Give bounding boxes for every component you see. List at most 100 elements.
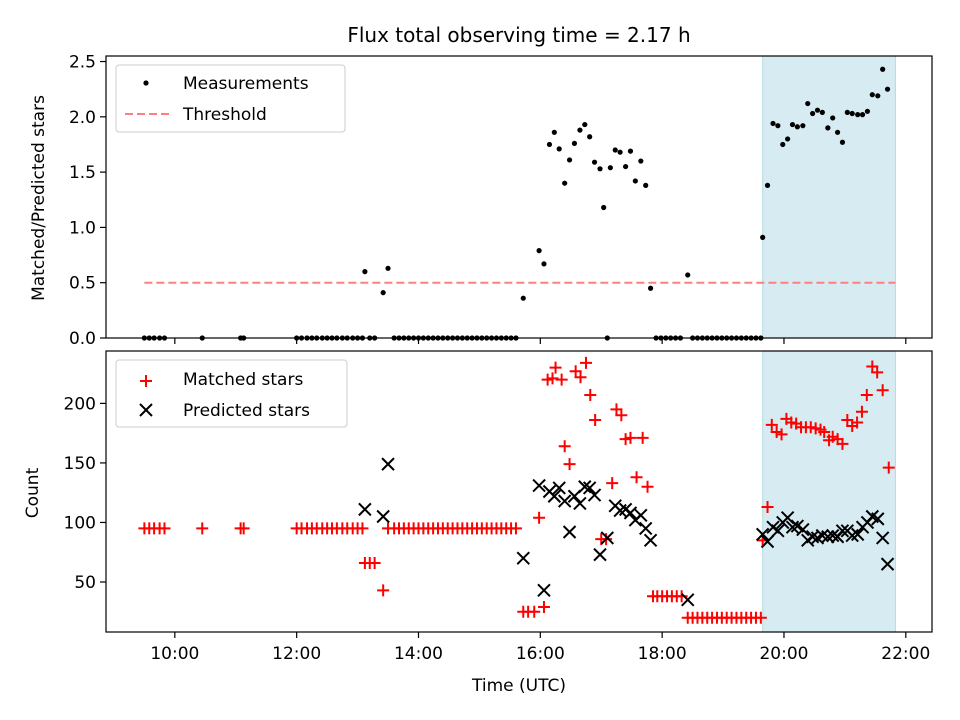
top-shaded-region: [762, 55, 896, 339]
measurement-point: [760, 234, 766, 240]
bottom-y-axis-ticks: 50 100 150 200: [64, 394, 106, 593]
measurement-point: [685, 272, 691, 278]
x-axis-label: Time (UTC): [471, 676, 566, 696]
matched-stars-point: [196, 522, 209, 535]
measurement-point: [643, 182, 649, 188]
legend-predicted-marker: [139, 403, 153, 417]
matched-stars-point: [546, 372, 559, 385]
measurement-point: [617, 149, 623, 155]
legend-predicted-label: Predicted stars: [183, 401, 310, 421]
measurement-point: [849, 110, 855, 117]
predicted-stars-point: [573, 496, 587, 511]
predicted-stars-point: [821, 530, 835, 544]
matched-stars-point: [580, 356, 593, 369]
predicted-stars-point: [638, 521, 653, 536]
measurement-point: [875, 93, 881, 99]
y-tick-label: 1.5: [69, 163, 96, 183]
predicted-stars-point: [582, 481, 597, 495]
measurement-point: [770, 120, 776, 127]
legend-threshold-label: Threshold: [182, 105, 267, 125]
matched-stars-point: [851, 416, 864, 429]
measurement-point: [385, 265, 391, 271]
predicted-stars-point: [562, 525, 577, 539]
matched-stars-point: [624, 431, 637, 444]
legend-matched-marker: [140, 375, 152, 387]
matched-stars-point: [558, 440, 571, 453]
matched-stars-point: [574, 371, 587, 384]
chart-title: Flux total observing time = 2.17 h: [347, 23, 690, 47]
y-tick-label: 2.0: [69, 108, 96, 128]
y-tick-label: 50: [74, 573, 96, 593]
predicted-stars-point: [547, 489, 562, 503]
predicted-stars-point: [593, 547, 607, 562]
legend-measurements-label: Measurements: [183, 74, 309, 94]
measurement-point: [855, 112, 861, 118]
measurement-point: [556, 146, 562, 152]
measurement-point: [839, 139, 846, 145]
y-tick-label: 0.5: [69, 274, 96, 294]
predicted-stars-point: [875, 531, 890, 545]
x-tick-label: 22:00: [881, 644, 930, 664]
predicted-stars-point: [850, 527, 865, 542]
top-axes-frame: [105, 55, 933, 339]
predicted-stars-point: [755, 527, 770, 542]
matched-stars-point: [860, 389, 873, 402]
matched-stars-point: [882, 461, 895, 474]
matched-stars-point: [555, 373, 568, 386]
measurement-point: [607, 165, 613, 171]
top-legend-box: [115, 64, 346, 133]
measurement-point: [825, 125, 831, 131]
matched-stars-point: [589, 414, 602, 427]
measurement-point: [632, 178, 638, 184]
measurement-point: [785, 136, 791, 142]
top-panel: 0.0 0.5 1.0 1.5 2.0 2.5 Matched/Predicted sta…: [29, 53, 933, 349]
predicted-stars-point: [381, 457, 395, 471]
predicted-stars-point: [760, 534, 775, 549]
measurement-point: [562, 180, 568, 186]
x-tick-label: 16:00: [516, 644, 565, 664]
measurement-point: [647, 285, 654, 291]
measurement-point: [789, 121, 796, 128]
predicted-stars-point: [600, 531, 615, 545]
x-tick-label: 14:00: [394, 644, 443, 664]
measurement-point: [577, 127, 583, 133]
x-tick-label: 12:00: [272, 644, 321, 664]
predicted-stars-point: [771, 524, 785, 538]
predicted-stars-point: [826, 528, 840, 543]
measurement-point: [541, 261, 547, 267]
measurement-point: [775, 123, 781, 129]
measurement-point: [859, 112, 866, 118]
measurement-point: [601, 204, 607, 211]
predicted-stars-point: [537, 583, 551, 598]
predicted-stars-point: [785, 520, 800, 534]
measurement-point: [591, 159, 598, 165]
measurement-point: [869, 92, 875, 98]
matched-stars-point: [754, 611, 767, 624]
measurement-point: [884, 86, 891, 92]
matched-stars-point: [377, 584, 390, 597]
matched-stars-point: [537, 600, 550, 613]
matched-stars-point: [237, 522, 250, 535]
bottom-legend: Matched stars Predicted stars: [115, 359, 348, 428]
matched-stars-point: [871, 366, 884, 379]
top-y-axis-ticks: 0.0 0.5 1.0 1.5 2.0 2.5: [69, 53, 106, 349]
matched-stars-point: [356, 522, 369, 535]
predicted-stars-point: [516, 551, 530, 565]
bottom-panel: 50 100 150 200 10:00 12:00 14:00 16:00 18:00 20:…: [23, 350, 933, 696]
legend-matched-label: Matched stars: [183, 370, 303, 390]
predicted-stars-point: [552, 481, 566, 495]
matched-stars-point: [549, 361, 562, 374]
measurement-point: [362, 269, 368, 275]
y-tick-label: 150: [64, 454, 96, 474]
predicted-stars-point: [587, 488, 602, 502]
matched-stars-point: [630, 471, 643, 484]
matched-stars-point: [641, 480, 654, 493]
predicted-stars-point: [835, 524, 850, 538]
measurement-point: [627, 148, 634, 154]
matched-stars-point: [563, 458, 576, 471]
matched-stars-point: [158, 522, 171, 535]
measurement-point: [520, 295, 526, 301]
measurement-point: [638, 158, 644, 164]
top-legend: Measurements Threshold: [115, 64, 346, 133]
measurement-point: [623, 163, 629, 170]
